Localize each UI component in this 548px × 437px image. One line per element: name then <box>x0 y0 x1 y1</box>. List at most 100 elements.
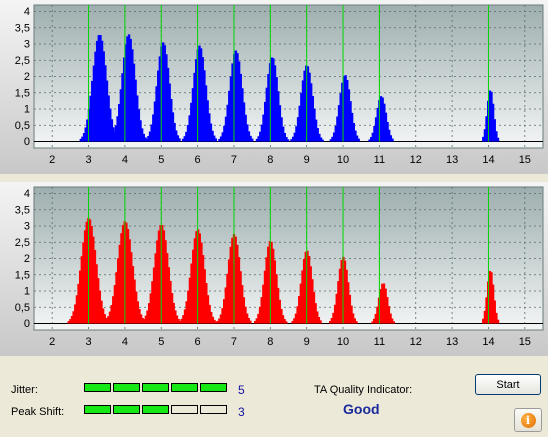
histogram-bar <box>146 310 149 324</box>
histogram-bar <box>281 315 285 324</box>
histogram-bar <box>182 315 185 324</box>
histogram-bar <box>342 76 346 142</box>
histogram-bar <box>343 260 347 324</box>
histogram-bar <box>340 259 343 324</box>
x-tick-label: 3 <box>85 336 91 348</box>
jitter-meter-segment <box>171 383 198 392</box>
histogram-bar <box>496 319 500 324</box>
histogram-bar <box>157 230 161 324</box>
x-tick-label: 2 <box>49 154 55 166</box>
histogram-bar <box>258 306 262 324</box>
histogram-bar <box>80 256 84 324</box>
histogram-bar <box>219 136 223 142</box>
histogram-bar <box>159 225 162 324</box>
histogram-bar <box>353 318 356 324</box>
histogram-bar <box>113 285 117 324</box>
x-tick-label: 11 <box>374 336 385 348</box>
x-tick-label: 8 <box>267 154 273 166</box>
histogram-bar <box>144 137 147 142</box>
histogram-bar <box>200 242 203 324</box>
histogram-bar <box>265 87 269 142</box>
histogram-bar <box>314 303 317 324</box>
histogram-bar <box>145 138 148 142</box>
histogram-bar <box>390 318 394 324</box>
histogram-bar <box>376 306 379 324</box>
histogram-bar <box>127 34 131 142</box>
histogram-bar <box>229 246 232 324</box>
histogram-bar <box>317 317 321 324</box>
histogram-bar <box>229 76 233 142</box>
histogram-bar <box>183 136 186 142</box>
histogram-bar <box>262 284 265 324</box>
histogram-bar <box>263 270 267 324</box>
y-tick-label: 0,5 <box>15 120 30 132</box>
histogram-bar <box>482 136 485 142</box>
histogram-bar <box>178 321 182 324</box>
ta-chart-bottom: 0 0,5 1 1,5 2 2,5 3 3,5 4 2 3 4 5 6 7 8 9 10 11 12 13 14 15 <box>0 182 548 356</box>
histogram-bar <box>192 249 195 324</box>
start-button[interactable]: Start <box>475 374 541 395</box>
histogram-bar <box>357 138 360 142</box>
histogram-bar <box>95 264 98 324</box>
histogram-bar <box>332 132 336 142</box>
histogram-bar <box>211 316 215 324</box>
histogram-bar <box>116 116 119 142</box>
histogram-bar <box>195 231 198 324</box>
histogram-bar <box>374 313 378 324</box>
jitter-meter-segment <box>84 383 111 392</box>
histogram-bar <box>218 318 221 324</box>
histogram-bar <box>384 112 388 142</box>
histogram-bar <box>166 67 170 142</box>
histogram-bar <box>483 129 487 142</box>
histogram-bar <box>128 239 131 324</box>
histogram-bar <box>241 285 244 324</box>
histogram-bar <box>187 290 190 324</box>
histogram-bar <box>488 270 492 324</box>
histogram-bar <box>295 126 298 142</box>
histogram-bar <box>136 301 140 324</box>
histogram-bar <box>350 112 354 142</box>
histogram-bar <box>275 77 278 142</box>
histogram-bar <box>219 314 223 324</box>
histogram-bar <box>234 50 238 142</box>
histogram-bar <box>105 80 109 142</box>
histogram-bar <box>147 136 150 142</box>
jitter-meter-segment <box>113 383 140 392</box>
histogram-bar <box>201 57 204 142</box>
histogram-bar <box>157 70 160 142</box>
histogram-bar <box>72 311 75 324</box>
histogram-bar <box>141 321 144 324</box>
histogram-bar <box>237 257 241 324</box>
histogram-bar <box>137 109 141 142</box>
jitter-value: 5 <box>238 383 245 397</box>
histogram-bar <box>249 320 252 324</box>
ta-chart-bottom-svg: 0 0,5 1 1,5 2 2,5 3 3,5 4 2 3 4 5 6 7 8 9 10 11 12 13 14 15 <box>0 182 548 356</box>
histogram-bar <box>142 133 145 142</box>
x-tick-label: 12 <box>410 336 422 348</box>
histogram-bar <box>161 42 165 142</box>
histogram-bar <box>276 287 280 324</box>
x-tick-label: 14 <box>482 336 494 348</box>
x-tick-label: 10 <box>337 336 349 348</box>
histogram-bar <box>255 318 259 324</box>
histogram-bar <box>144 315 148 324</box>
histogram-bar <box>227 259 231 324</box>
histogram-bar <box>350 305 353 324</box>
histogram-bar <box>239 73 242 142</box>
peak-shift-label: Peak Shift: <box>11 406 65 418</box>
y-tick-label: 1 <box>24 286 30 298</box>
histogram-bar <box>331 136 334 142</box>
histogram-bar <box>193 72 196 142</box>
histogram-bar <box>170 98 173 142</box>
histogram-bar <box>120 233 123 324</box>
peak-shift-meter-segment <box>142 405 169 414</box>
histogram-bar <box>273 65 277 142</box>
histogram-bar <box>83 230 87 324</box>
y-tick-label: 0 <box>24 318 30 330</box>
histogram-bar <box>257 136 260 142</box>
histogram-bar <box>246 124 249 142</box>
info-button[interactable]: i <box>514 408 542 432</box>
histogram-bar <box>190 263 193 324</box>
histogram-bar <box>304 251 307 324</box>
histogram-bar <box>162 230 166 324</box>
